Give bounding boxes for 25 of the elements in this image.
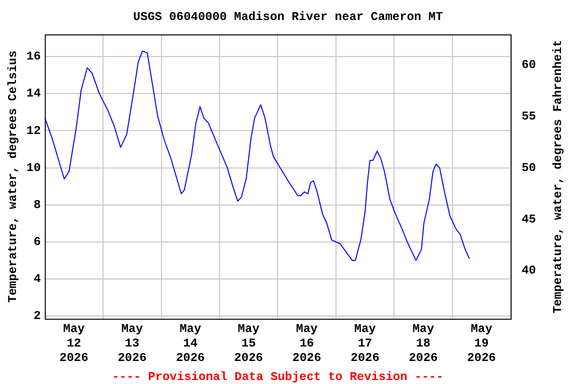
y-tick-label: 16 — [26, 50, 41, 64]
y-tick-label: 2 — [34, 309, 41, 324]
x-tick-label: May 14 2026 — [176, 322, 205, 365]
y2-tick-label: 55 — [522, 109, 536, 124]
x-tick-label: May 16 2026 — [292, 322, 322, 365]
x-tick-label: May 19 2026 — [467, 322, 496, 365]
y-tick-label: 4 — [34, 272, 41, 286]
y2-tick-label: 50 — [522, 160, 536, 175]
chart-title: USGS 06040000 Madison River near Cameron MT — [133, 10, 443, 24]
y2-tick-label: 45 — [522, 212, 536, 226]
x-tick-label: May 17 2026 — [350, 322, 380, 365]
y-tick-label: 6 — [34, 234, 41, 249]
y-tick-label: 12 — [26, 124, 41, 138]
y2-tick-label: 60 — [522, 58, 536, 72]
x-tick-label: May 18 2026 — [408, 322, 438, 365]
y2-tick-label: 40 — [522, 264, 536, 278]
y2-axis-title: Temperature, water, degrees Fahrenheit — [551, 40, 566, 314]
x-tick-label: May 15 2026 — [234, 322, 263, 365]
text: ---- Provisional Data Subject to Revision ---- — [112, 370, 444, 384]
y-tick-label: 8 — [34, 198, 41, 212]
x-tick-label: May 13 2026 — [118, 322, 147, 365]
y-tick-label: 10 — [26, 160, 41, 175]
x-tick-label: May 12 2026 — [60, 322, 88, 365]
y-axis-title: Temperature, water, degrees Celsius — [6, 50, 20, 303]
y-tick-label: 14 — [26, 86, 41, 101]
